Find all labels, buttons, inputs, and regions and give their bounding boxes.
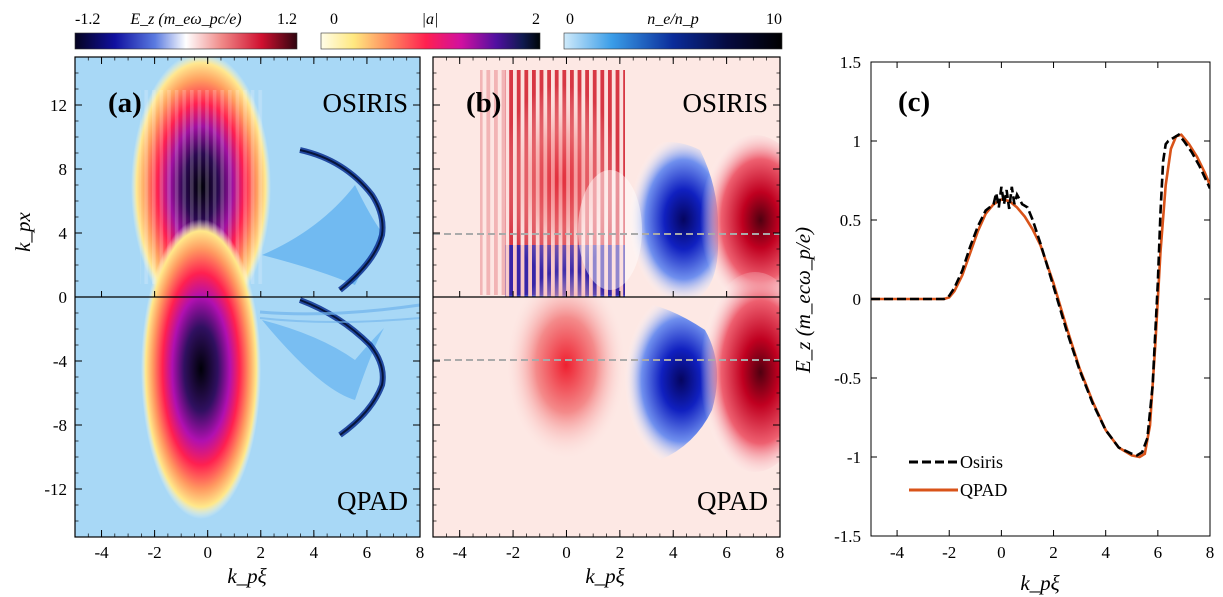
colorbar-a-min: 0: [330, 11, 338, 28]
panel-b-ticks: -4 -2 0 2 4 6 8: [432, 56, 785, 562]
legend-osiris-label: Osiris: [960, 452, 1003, 472]
panel-a-ylabel: k_px: [11, 212, 35, 252]
panel-a-qpad-label: QPAD: [337, 486, 408, 516]
x-tick-label: -2: [148, 543, 162, 562]
x-tick-label: 2: [616, 543, 625, 562]
legend-qpad-label: QPAD: [960, 480, 1007, 500]
panel-a-ticks: -4 -2 0 2 4 6 8 12 8 4 0 -4 -8 -12: [44, 56, 425, 562]
colorbar-ez-title: E_z (m_eω_pc/e): [129, 11, 241, 28]
panel-a-image: [75, 57, 420, 537]
y-tick-label: 1: [853, 132, 862, 151]
y-tick-label: 8: [59, 160, 68, 179]
x-tick-label: 0: [562, 543, 571, 562]
x-tick-label: 8: [776, 543, 785, 562]
y-tick-label: 0: [59, 288, 68, 307]
panel-b-tag: (b): [466, 87, 501, 119]
y-tick-label: 0: [853, 290, 862, 309]
colorbar-ez-max: 1.2: [277, 11, 297, 28]
panel-c-xlabel: k_pξ: [1020, 571, 1059, 595]
y-tick-label: 4: [59, 224, 68, 243]
x-tick-label: 6: [363, 543, 372, 562]
ez-red-lobe-top: [700, 135, 780, 305]
colorbar-a-title: |a|: [422, 11, 439, 28]
ez-red-lobe-bottom-left: [506, 270, 626, 460]
x-tick-label: 8: [416, 543, 425, 562]
panel-c: -4 -2 0 2 4 6 8 1.5 1 0.5 0 -0.5 -1 -1.5 (c) E_z (m_e…: [791, 53, 1214, 595]
x-tick-label: 6: [1154, 543, 1163, 562]
x-tick-label: 6: [722, 543, 731, 562]
colorbar-ne-max: 10: [766, 11, 782, 28]
panel-a-xlabel: k_pξ: [227, 564, 266, 588]
series-line-qpad: [871, 133, 1210, 459]
panel-b-qpad-label: QPAD: [697, 486, 768, 516]
panel-b: -4 -2 0 2 4 6 8 (b) OSIRIS QPAD k_pξ: [432, 56, 785, 588]
y-tick-label: -8: [53, 416, 67, 435]
density-arc-bottom-halo: [262, 320, 384, 400]
x-tick-label: 2: [257, 543, 266, 562]
x-tick-label: -4: [453, 543, 468, 562]
y-tick-label: -0.5: [834, 369, 861, 388]
y-tick-label: 0.5: [840, 211, 861, 230]
colorbar-ne-title: n_e/n_p: [647, 11, 699, 28]
panel-c-tag: (c): [898, 86, 930, 118]
colorbar-ez-min: -1.2: [75, 11, 100, 28]
panel-b-osiris-label: OSIRIS: [682, 88, 768, 118]
legend: Osiris QPAD: [909, 452, 1007, 500]
ez-red-lobe-bottom: [700, 272, 780, 472]
x-tick-label: 2: [1049, 543, 1058, 562]
panel-a: -4 -2 0 2 4 6 8 12 8 4 0 -4 -8 -12 (a) OSIRIS QPAD k_…: [11, 56, 425, 588]
panel-b-xlabel: k_pξ: [585, 564, 624, 588]
laser-envelope-bottom: [141, 219, 261, 519]
x-tick-label: 0: [203, 543, 212, 562]
colorbar-a: 0 |a| 2: [320, 11, 541, 50]
ez-blue-lobe-bottom: [614, 300, 718, 460]
colorbar-ne-strip: [563, 32, 783, 50]
x-tick-label: -4: [890, 543, 905, 562]
panel-c-ticks: -4 -2 0 2 4 6 8 1.5 1 0.5 0 -0.5 -1 -1.5: [834, 53, 1214, 562]
colorbar-a-max: 2: [532, 11, 540, 28]
x-tick-label: 4: [310, 543, 319, 562]
series-line-osiris: [871, 133, 1210, 457]
colorbar-ne-min: 0: [566, 11, 574, 28]
density-arc-top-halo: [262, 185, 384, 285]
y-tick-label: 12: [50, 96, 67, 115]
panel-c-ylabel: E_z (m_ecω_p/e): [791, 227, 815, 374]
panel-a-tag: (a): [108, 87, 142, 119]
y-tick-label: 1.5: [840, 53, 861, 72]
x-tick-label: 4: [669, 543, 678, 562]
colorbar-ne: 0 n_e/n_p 10: [563, 11, 783, 50]
x-tick-label: 0: [997, 543, 1006, 562]
y-tick-label: -1.5: [834, 527, 861, 546]
x-tick-label: 8: [1206, 543, 1215, 562]
x-tick-label: -2: [506, 543, 520, 562]
colorbar-ez-strip: [74, 32, 298, 50]
x-tick-label: -2: [942, 543, 956, 562]
colorbar-ez: -1.2 E_z (m_eω_pc/e) 1.2: [74, 11, 298, 50]
x-tick-label: 4: [1101, 543, 1110, 562]
y-tick-label: -4: [53, 352, 68, 371]
y-tick-label: -12: [44, 480, 67, 499]
y-tick-label: -1: [847, 448, 861, 467]
ez-blue-lobe-top: [619, 142, 719, 297]
x-tick-label: -4: [94, 543, 109, 562]
colorbar-a-strip: [320, 32, 541, 50]
panel-a-osiris-label: OSIRIS: [322, 88, 408, 118]
